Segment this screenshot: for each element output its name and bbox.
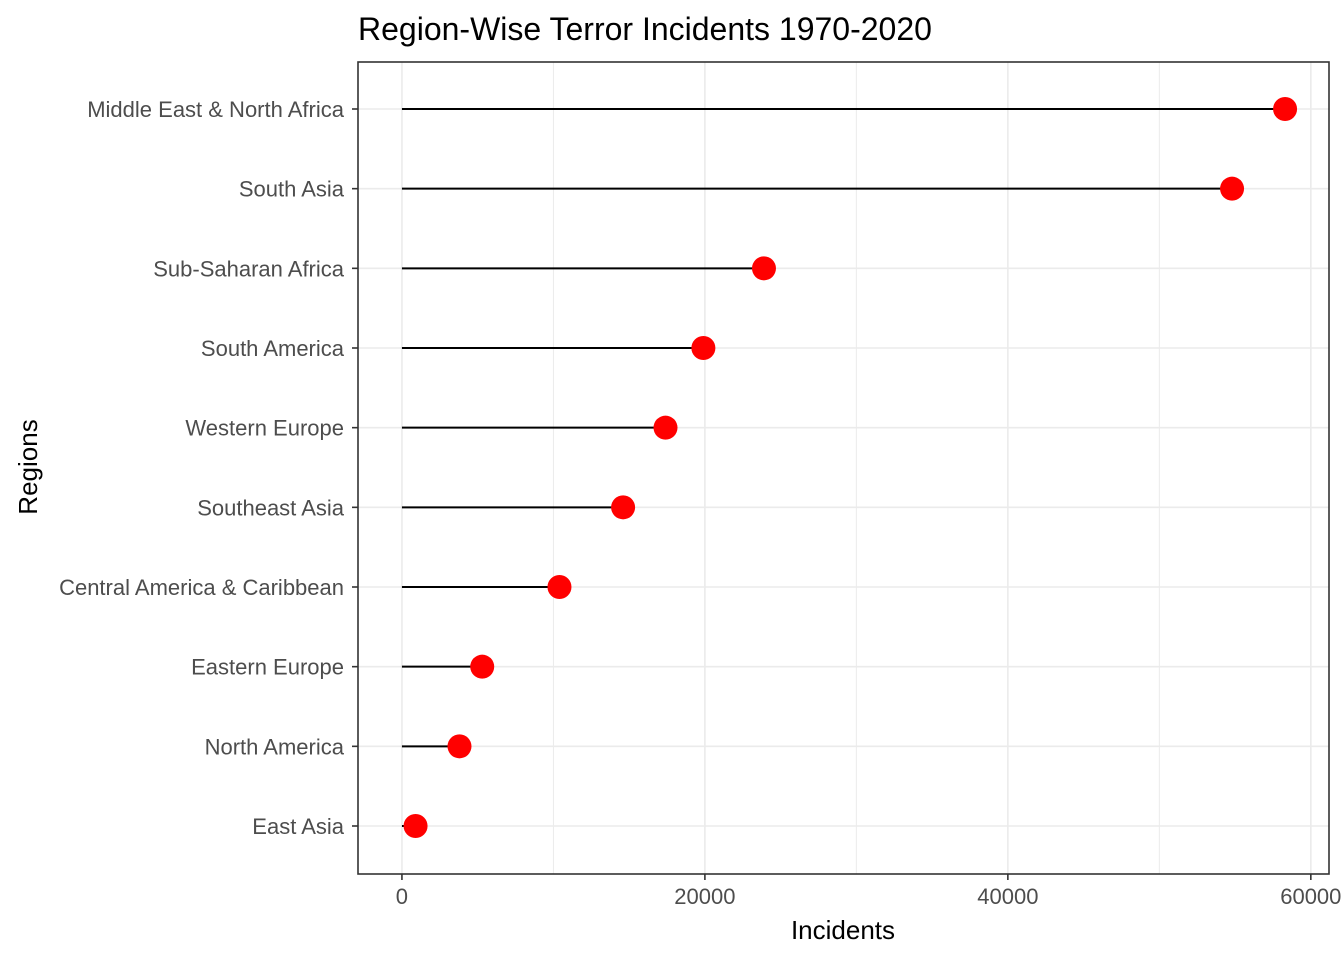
y-tick-label: South Asia [239, 177, 345, 202]
y-tick-label: Western Europe [185, 416, 344, 441]
y-tick-label: Central America & Caribbean [59, 575, 344, 600]
y-axis-title: Regions [13, 419, 43, 514]
x-axis-title: Incidents [791, 915, 895, 945]
y-tick-label: Eastern Europe [191, 655, 344, 680]
y-tick-label: Sub-Saharan Africa [153, 256, 345, 281]
lollipop-point [653, 415, 678, 440]
x-axis-ticks: 0 20000 40000 60000 [396, 874, 1341, 909]
y-tick-label: South America [201, 336, 345, 361]
y-tick-label: Southeast Asia [197, 495, 345, 520]
y-tick-label: North America [205, 734, 345, 759]
x-tick-label: 20000 [674, 884, 735, 909]
lollipop-point [447, 734, 472, 759]
panel-border [357, 61, 1330, 875]
grid-lines [358, 62, 1329, 874]
x-tick-label: 60000 [1280, 884, 1341, 909]
chart-title: Region-Wise Terror Incidents 1970-2020 [358, 11, 932, 47]
lollipop-point [751, 256, 776, 281]
lollipop-point [547, 575, 572, 599]
x-tick-label: 0 [396, 884, 408, 909]
lollipop-point [1273, 97, 1298, 121]
lollipop-point [1220, 176, 1245, 201]
lollipop-points [403, 97, 1298, 838]
y-tick-label: East Asia [252, 814, 344, 839]
lollipop-point [691, 336, 716, 360]
lollipop-stems [401, 108, 1286, 827]
lollipop-point [470, 654, 495, 679]
lollipop-point [403, 814, 428, 838]
lollipop-point [611, 495, 636, 520]
y-tick-label: Middle East & North Africa [87, 97, 345, 122]
x-tick-label: 40000 [977, 884, 1038, 909]
y-axis-ticks: Middle East & North Africa South Asia Sub-… [59, 97, 358, 839]
